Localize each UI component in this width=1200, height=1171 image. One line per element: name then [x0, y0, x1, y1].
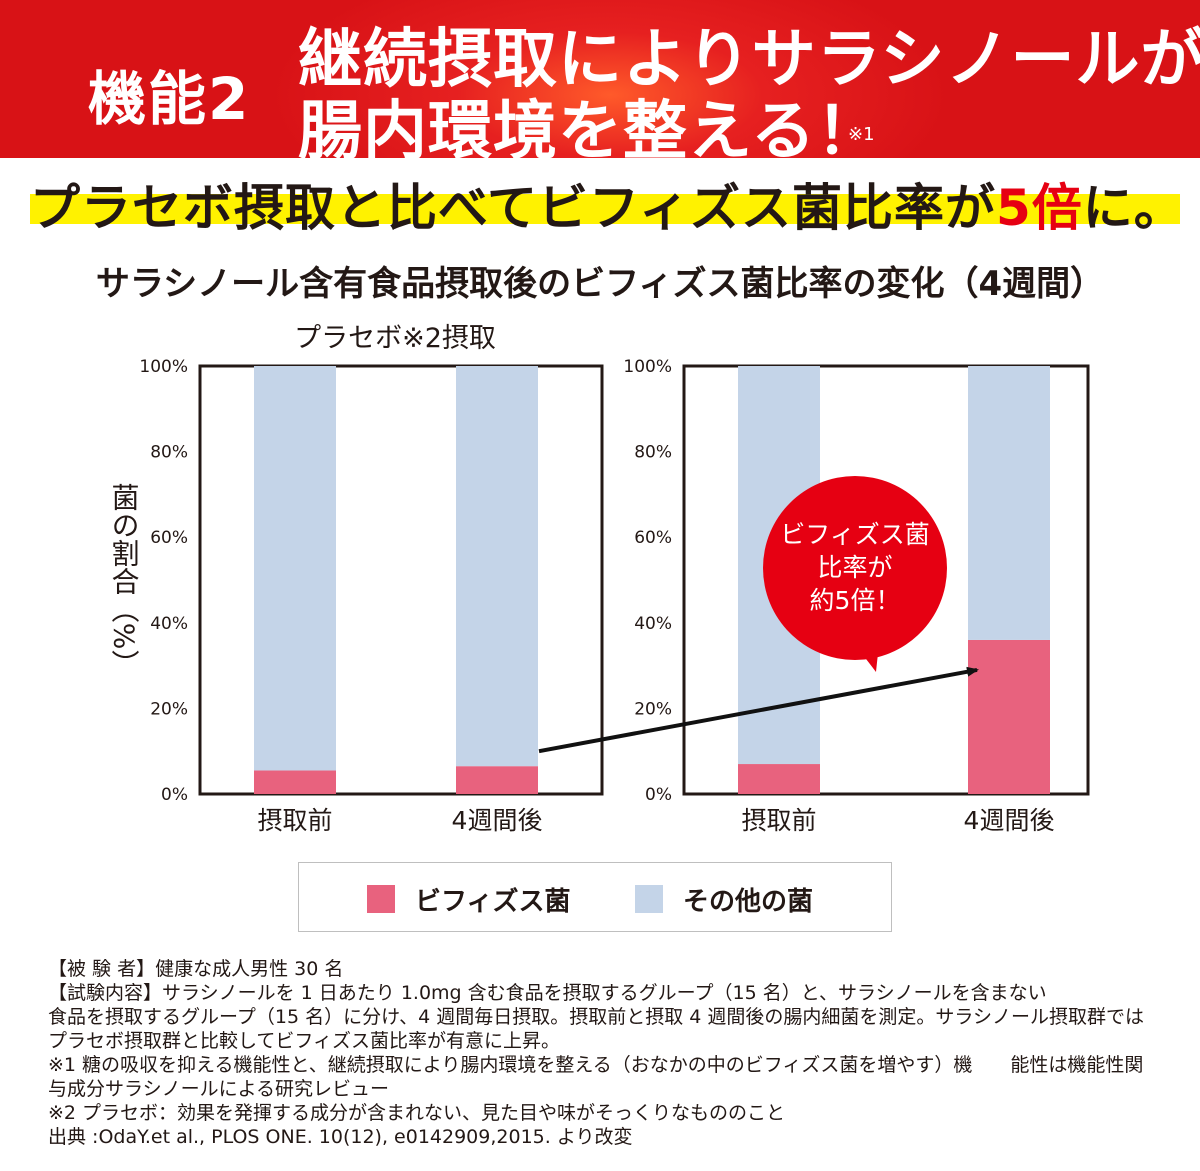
note-line: 出典 :OdaY.et al., PLOS ONE. 10(12), e0142… [48, 1126, 633, 1148]
headline-line-1: 継続摂取によりサラシノールが [298, 23, 1200, 97]
headline-line-2: 腸内環境を整える！ [298, 95, 882, 169]
callout-text: ビフィズス菌 比率が 約5倍！ [755, 518, 955, 617]
legend-swatch-bifidobacteria [367, 885, 395, 913]
callout-line-3: 約5倍！ [809, 586, 901, 615]
subtitle-emphasis: 5倍 [996, 179, 1083, 237]
y-tick-label: 20% [150, 699, 188, 719]
x-tick-label: 4週間後 [452, 806, 543, 835]
callout-line-1: ビフィズス菌 [780, 520, 930, 549]
header-banner: 機能2 継続摂取によりサラシノールが 腸内環境を整える！ ※1 [0, 0, 1200, 169]
callout-bubble [763, 476, 947, 660]
function-number: 機能2 [88, 65, 251, 133]
y-tick-label: 100% [623, 357, 672, 377]
bar-segment [254, 366, 336, 771]
highlight-marker [30, 194, 1180, 224]
y-axis-label: 菌の割合（%） [108, 482, 141, 677]
callout-line-2: 比率が [817, 553, 893, 582]
headline-footnote-mark: ※1 [848, 124, 875, 145]
y-tick-label: 20% [634, 699, 672, 719]
x-tick-label: 摂取前 [257, 806, 332, 835]
note-line: 【試験内容】サラシノールを 1 日あたり 1.0mg 含む食品を摂取するグループ… [48, 982, 1047, 1004]
bar-segment [456, 366, 538, 767]
legend: ビフィズス菌 その他の菌 [298, 862, 892, 932]
note-line: プラセボ摂取群と比較してビフィズス菌比率が有意に上昇。 [48, 1030, 561, 1052]
y-tick-label: 40% [150, 614, 188, 634]
note-line: 【被 験 者】健康な成人男性 30 名 [48, 958, 344, 980]
y-tick-label: 0% [645, 785, 672, 805]
x-tick-label: 4週間後 [964, 806, 1055, 835]
legend-label-bifidobacteria: ビフィズス菌 [415, 887, 571, 917]
panel-title: プラセボ※2摂取 [294, 323, 496, 354]
legend-label-other-bacteria: その他の菌 [683, 887, 814, 917]
y-tick-label: 100% [139, 357, 188, 377]
bar-segment [456, 766, 538, 794]
y-tick-label: 60% [634, 528, 672, 548]
chart-title: サラシノール含有食品摂取後のビフィズス菌比率の変化（4週間） [95, 264, 1105, 304]
bar-segment [738, 764, 820, 794]
note-line: 食品を摂取するグループ（15 名）に分け、4 週間毎日摂取。摂取前と摂取 4 週… [48, 1006, 1145, 1028]
legend-swatch-other-bacteria [635, 885, 663, 913]
y-tick-label: 40% [634, 614, 672, 634]
bar-segment [968, 639, 1050, 794]
x-tick-label: 摂取前 [741, 806, 816, 835]
bar-segment [968, 366, 1050, 640]
subtitle-text: プラセボ摂取と比べてビフィズス菌比率が [30, 179, 996, 237]
note-line: 与成分サラシノールによる研究レビュー [48, 1078, 390, 1100]
subtitle: プラセボ摂取と比べてビフィズス菌比率が5倍に。 [30, 168, 1184, 240]
comparison-arrow [538, 666, 979, 754]
note-line: ※2 プラセボ：効果を発揮する成分が含まれない、見た目や味がそっくりなもののこと [48, 1102, 786, 1124]
study-notes: 【被 験 者】健康な成人男性 30 名 【試験内容】サラシノールを 1 日あたり… [48, 957, 1168, 1149]
subtitle-end: に。 [1082, 179, 1185, 237]
bar-segment [254, 770, 336, 794]
y-tick-label: 80% [634, 443, 672, 463]
note-line: ※1 糖の吸収を抑える機能性と、継続摂取により腸内環境を整える（おなかの中のビフ… [48, 1054, 1144, 1076]
y-tick-label: 0% [161, 785, 188, 805]
y-tick-label: 80% [150, 443, 188, 463]
y-tick-label: 60% [150, 528, 188, 548]
